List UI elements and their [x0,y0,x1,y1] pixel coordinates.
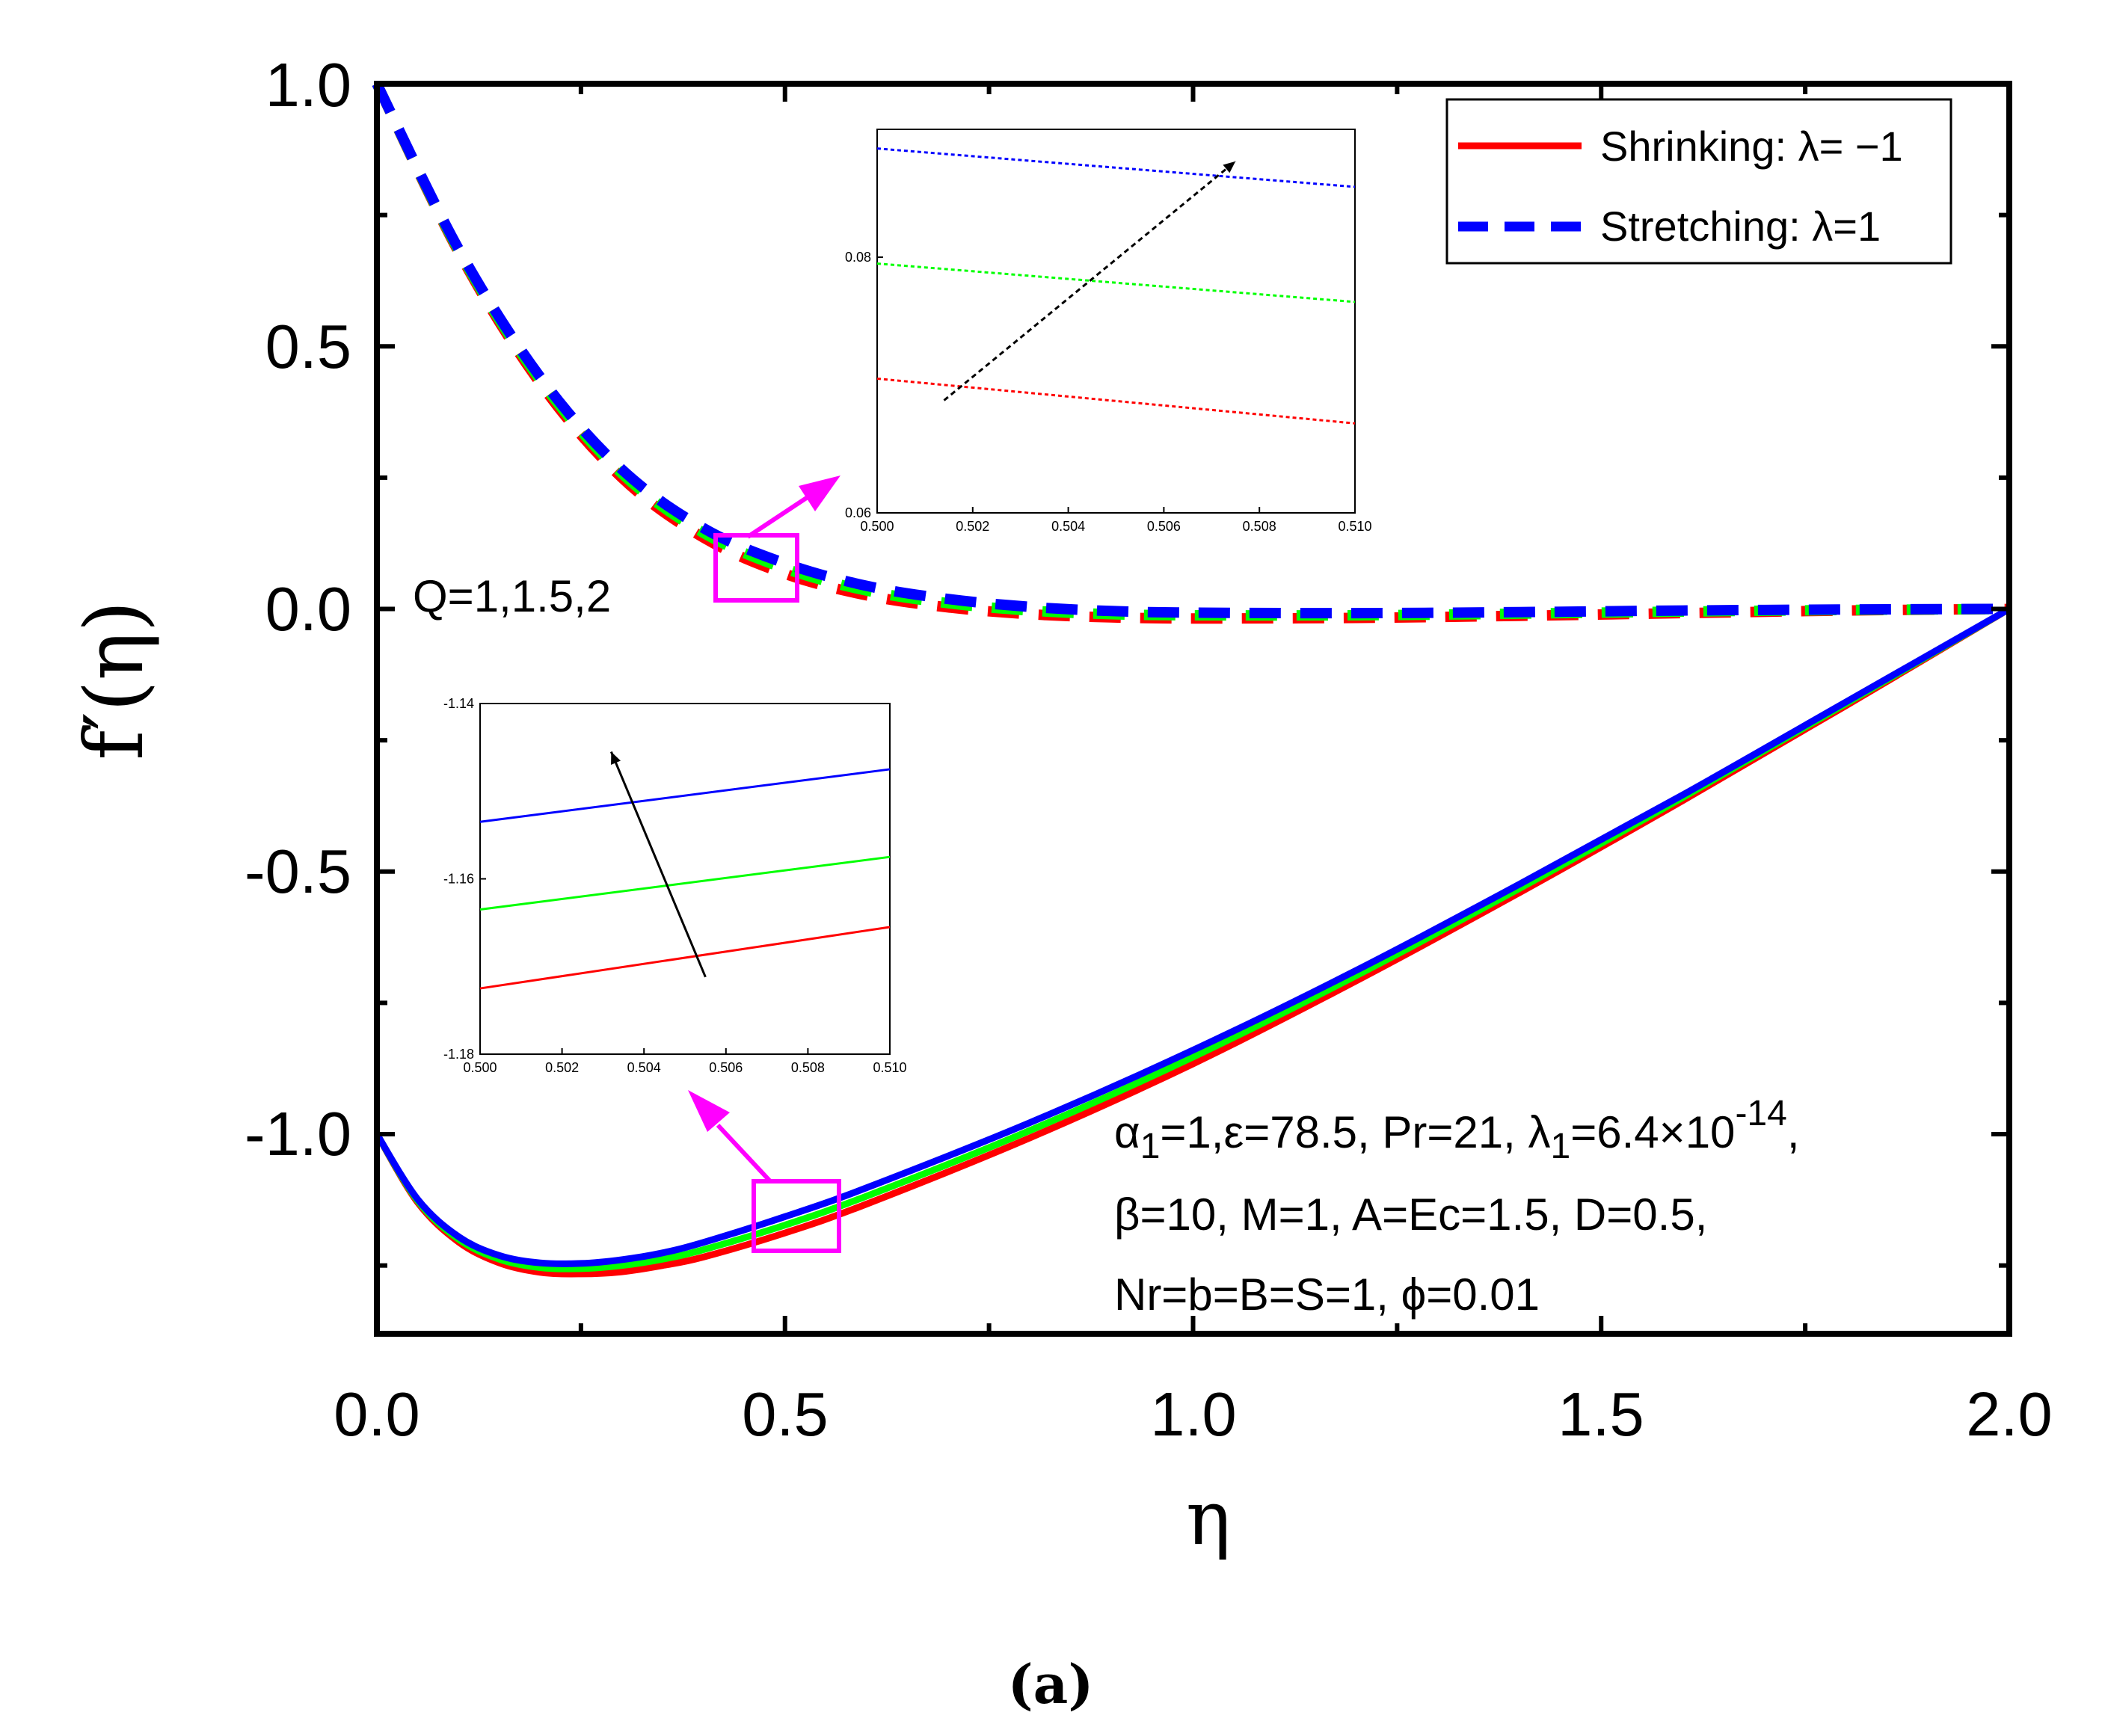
x-axis-title: η [1186,1474,1231,1562]
inset-x-tick-label: 0.504 [627,1060,661,1075]
inset-frame [479,703,891,1055]
y-axis-title: f′(η) [68,600,162,760]
inset-y-tick-label: 0.06 [845,505,871,520]
inset-x-tick-label: 0.506 [1147,519,1181,534]
inset-y-tick-label: -1.18 [443,1047,474,1062]
inset-frame [876,129,1356,514]
inset-series-line [479,768,891,823]
alpha-symbol: α [1114,1107,1140,1157]
zoom-arrowhead-shrinking [688,1090,730,1132]
y-tick-label: 0.5 [265,312,351,381]
inset-x-tick-label: 0.506 [709,1060,743,1075]
inset-arrowhead [611,751,621,765]
figure-caption: (a) [1008,1652,1094,1716]
inset-y-tick-label: -1.16 [443,872,474,887]
x-tick-label: 2.0 [1966,1379,2052,1449]
inset-x-tick-label: 0.504 [1051,519,1085,534]
inset-series-line [876,147,1356,188]
params-line-1-comma: , [1787,1107,1800,1157]
inset-series-line [876,262,1356,304]
inset-y-tick-label: 0.08 [845,250,871,265]
exponent: -14 [1735,1094,1786,1133]
inset-shrinking: 0.500 0.502 0.504 0.506 0.508 0.510 -1.14 -1.16… [443,696,907,1075]
params-line-1-mid: =1,ε=78.5, Pr=21, λ [1160,1107,1550,1157]
x-tick-label: 1.0 [1150,1379,1236,1449]
inset-series-line [876,377,1356,425]
zoom-arrowhead-stretching [799,475,841,511]
params-line-1: α1=1,ε=78.5, Pr=21, λ1=6.4×10-14, [1114,1094,1799,1166]
inset-x-tick-label: 0.502 [545,1060,579,1075]
series-line-stretching-q-2 [372,81,2010,619]
inset-stretching: 0.500 0.502 0.504 0.506 0.508 0.510 0.08 0.06 [845,129,1372,534]
inset-arrowhead [1223,161,1236,173]
inset-x-tick-label: 0.508 [1243,519,1276,534]
alpha-subscript: 1 [1140,1127,1161,1166]
params-line-3: Nr=b=B=S=1, ϕ=0.01 [1114,1269,1540,1320]
x-tick-label: 0.5 [742,1379,828,1449]
zoom-box-stretching [713,533,799,603]
inset-x-tick-label: 0.500 [860,519,894,534]
legend: Shrinking: λ= −1 Stretching: λ=1 [1445,98,1952,265]
inset-series-line [479,926,891,990]
inset-x-tick-label: 0.500 [463,1060,497,1075]
legend-label-stretching: Stretching: λ=1 [1600,203,1881,250]
series-line-shrinking-q-2 [374,606,2012,1267]
zoom-pointer-shrinking [716,1123,772,1184]
inset-y-tick-label: -1.14 [443,696,474,711]
params-line-2: β=10, M=1, A=Ec=1.5, D=0.5, [1114,1189,1707,1240]
main-plot: 0.0 0.5 1.0 1.5 2.0 1.0 0.5 0.0 -0.5 -1.… [68,50,2053,1562]
main-ticks [375,81,2012,1334]
y-tick-label: 1.0 [265,50,351,120]
inset-trend-arrow [943,160,1237,401]
inset-series-line [479,855,891,911]
legend-label-shrinking: Shrinking: λ= −1 [1600,123,1903,170]
inset-trend-arrow [609,751,707,978]
main-series-group [372,81,2012,1278]
inset-x-tick-label: 0.510 [873,1060,906,1075]
inset-x-tick-label: 0.502 [956,519,989,534]
params-line-1-tail: =6.4×10 [1570,1107,1735,1157]
q-annotation: Q=1,1.5,2 [413,571,611,621]
y-tick-label: -0.5 [245,837,351,906]
x-tick-label: 1.5 [1558,1379,1644,1449]
zoom-pointer-stretching [746,495,809,539]
zoom-box-shrinking [752,1179,841,1253]
inset-x-tick-label: 0.508 [791,1060,825,1075]
legend-box [1445,98,1952,265]
y-tick-label: -1.0 [245,1099,351,1169]
zoom-indicators [688,475,841,1253]
y-tick-label: 0.0 [265,574,351,644]
x-tick-label: 0.0 [334,1379,420,1449]
lambda-subscript: 1 [1551,1127,1571,1166]
inset-x-tick-label: 0.510 [1338,519,1371,534]
